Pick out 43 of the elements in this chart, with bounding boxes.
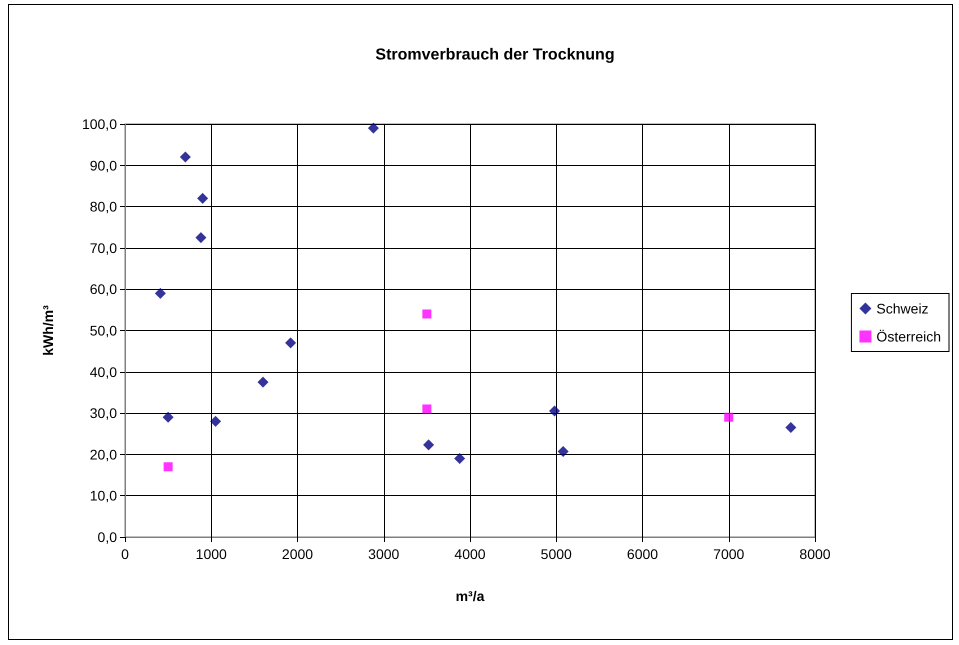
y-tick-label: 50,0 [90,322,118,338]
point [724,412,734,422]
point [422,309,432,318]
point [285,337,296,348]
x-tick-label: 7000 [713,546,745,562]
x-tick-label: 8000 [799,546,831,562]
chart-title: Stromverbrauch der Trocknung [375,46,615,64]
x-tick-label: 2000 [282,546,314,562]
y-tick-label: 70,0 [90,240,118,256]
x-tick-label: 4000 [454,546,486,562]
point [195,232,206,244]
legend-label: Schweiz [876,300,929,316]
x-tick-label: 0 [121,546,130,562]
y-tick-label: 100,0 [82,116,118,132]
point [422,404,432,414]
x-axis-title: m³/a [456,588,485,604]
point [423,439,434,450]
x-tick-label: 1000 [196,546,228,562]
point [558,446,569,458]
point [154,288,166,299]
y-tick-label: 60,0 [90,281,118,298]
x-tick-label: 3000 [368,546,400,562]
y-tick-label: 20,0 [90,446,118,462]
point [180,152,191,163]
x-tick-label: 6000 [626,546,658,562]
point [454,453,466,464]
point [785,422,796,434]
legend-label: Österreich [876,328,942,344]
x-tick-label: 5000 [540,546,572,562]
y-tick-label: 0,0 [98,529,118,545]
point [258,376,268,388]
y-tick-label: 40,0 [90,364,118,380]
point [162,412,174,423]
point [210,416,222,427]
point [197,192,208,204]
y-tick-label: 30,0 [90,405,118,422]
point [549,406,560,417]
point [164,462,173,472]
y-tick-label: 10,0 [90,488,118,504]
y-tick-label: 80,0 [90,198,118,215]
y-tick-label: 90,0 [90,157,118,174]
y-axis-title: kWh/m³ [40,304,56,356]
point [368,122,379,134]
